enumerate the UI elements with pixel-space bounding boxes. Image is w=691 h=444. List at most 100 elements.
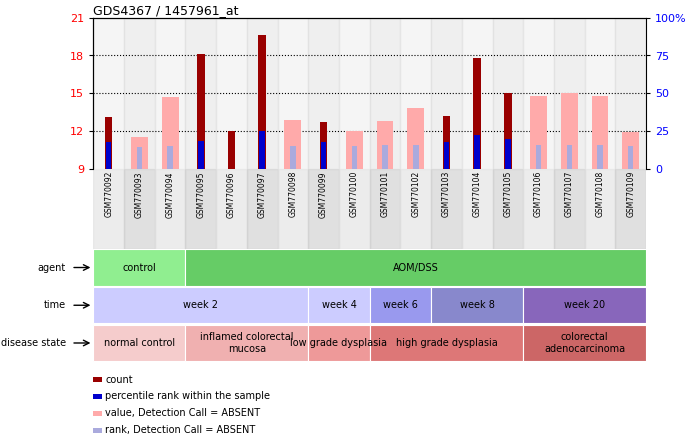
Bar (431, 18, 462, 169)
Bar (554, 18, 585, 169)
Bar (106, 142, 111, 169)
Text: GSM770103: GSM770103 (442, 171, 451, 218)
Text: GSM770109: GSM770109 (626, 171, 635, 218)
Bar (227, 131, 236, 169)
Text: GSM770108: GSM770108 (596, 171, 605, 218)
Bar (370, 287, 431, 323)
Bar (352, 146, 357, 169)
Bar (530, 96, 547, 169)
Bar (523, 169, 554, 249)
Text: GSM770097: GSM770097 (258, 171, 267, 218)
Bar (124, 169, 155, 249)
Text: week 6: week 6 (383, 300, 418, 310)
Text: normal control: normal control (104, 338, 175, 348)
Bar (431, 287, 523, 323)
Bar (308, 287, 370, 323)
Bar (308, 325, 370, 361)
Bar (505, 139, 511, 169)
Bar (259, 131, 265, 169)
Text: GSM770099: GSM770099 (319, 171, 328, 218)
Bar (597, 145, 603, 169)
Bar (155, 169, 185, 249)
Bar (444, 142, 449, 169)
Text: percentile rank within the sample: percentile rank within the sample (105, 392, 270, 401)
Bar (308, 18, 339, 169)
Bar (585, 18, 616, 169)
Text: week 20: week 20 (564, 300, 605, 310)
Bar (523, 18, 554, 169)
Bar (258, 36, 266, 169)
Bar (585, 169, 616, 249)
Text: high grade dysplasia: high grade dysplasia (395, 338, 498, 348)
Bar (185, 250, 646, 285)
Text: GSM770092: GSM770092 (104, 171, 113, 218)
Bar (216, 18, 247, 169)
Bar (167, 146, 173, 169)
Text: disease state: disease state (1, 338, 66, 348)
Text: agent: agent (37, 262, 66, 273)
Bar (407, 108, 424, 169)
Bar (400, 18, 431, 169)
Text: GSM770093: GSM770093 (135, 171, 144, 218)
Text: GSM770100: GSM770100 (350, 171, 359, 218)
Bar (247, 18, 278, 169)
Text: GSM770098: GSM770098 (288, 171, 297, 218)
Bar (162, 97, 178, 169)
Bar (370, 18, 400, 169)
Bar (93, 250, 185, 285)
Bar (462, 18, 493, 169)
Text: AOM/DSS: AOM/DSS (393, 262, 439, 273)
Bar (567, 145, 572, 169)
Text: GSM770107: GSM770107 (565, 171, 574, 218)
Text: GSM770102: GSM770102 (411, 171, 420, 218)
Bar (382, 145, 388, 169)
Bar (198, 141, 204, 169)
Bar (475, 135, 480, 169)
Bar (185, 18, 216, 169)
Bar (616, 169, 646, 249)
Bar (473, 58, 481, 169)
Text: week 8: week 8 (460, 300, 495, 310)
Bar (628, 146, 634, 169)
Bar (591, 96, 609, 169)
Bar (413, 145, 419, 169)
Text: GSM770095: GSM770095 (196, 171, 205, 218)
Bar (339, 18, 370, 169)
Bar (278, 169, 308, 249)
Bar (493, 169, 523, 249)
Bar (320, 122, 328, 169)
Text: control: control (122, 262, 156, 273)
Bar (561, 93, 578, 169)
Text: rank, Detection Call = ABSENT: rank, Detection Call = ABSENT (105, 425, 255, 435)
Text: count: count (105, 375, 133, 385)
Bar (93, 325, 185, 361)
Bar (623, 132, 639, 169)
Bar (278, 18, 308, 169)
Bar (197, 54, 205, 169)
Text: GSM770105: GSM770105 (503, 171, 513, 218)
Bar (285, 120, 301, 169)
Text: GSM770101: GSM770101 (381, 171, 390, 218)
Text: GDS4367 / 1457961_at: GDS4367 / 1457961_at (93, 4, 239, 16)
Bar (137, 147, 142, 169)
Bar (370, 169, 400, 249)
Bar (124, 18, 155, 169)
Bar (247, 169, 278, 249)
Text: low grade dysplasia: low grade dysplasia (290, 338, 388, 348)
Bar (93, 18, 124, 169)
Text: GSM770094: GSM770094 (166, 171, 175, 218)
Bar (493, 18, 523, 169)
Bar (616, 18, 646, 169)
Bar (290, 146, 296, 169)
Bar (504, 93, 512, 169)
Text: value, Detection Call = ABSENT: value, Detection Call = ABSENT (105, 408, 260, 418)
Text: GSM770104: GSM770104 (473, 171, 482, 218)
Bar (536, 145, 541, 169)
Bar (321, 142, 326, 169)
Text: colorectal
adenocarcinoma: colorectal adenocarcinoma (544, 332, 625, 354)
Bar (431, 169, 462, 249)
Bar (185, 169, 216, 249)
Bar (105, 117, 113, 169)
Bar (523, 287, 646, 323)
Text: time: time (44, 300, 66, 310)
